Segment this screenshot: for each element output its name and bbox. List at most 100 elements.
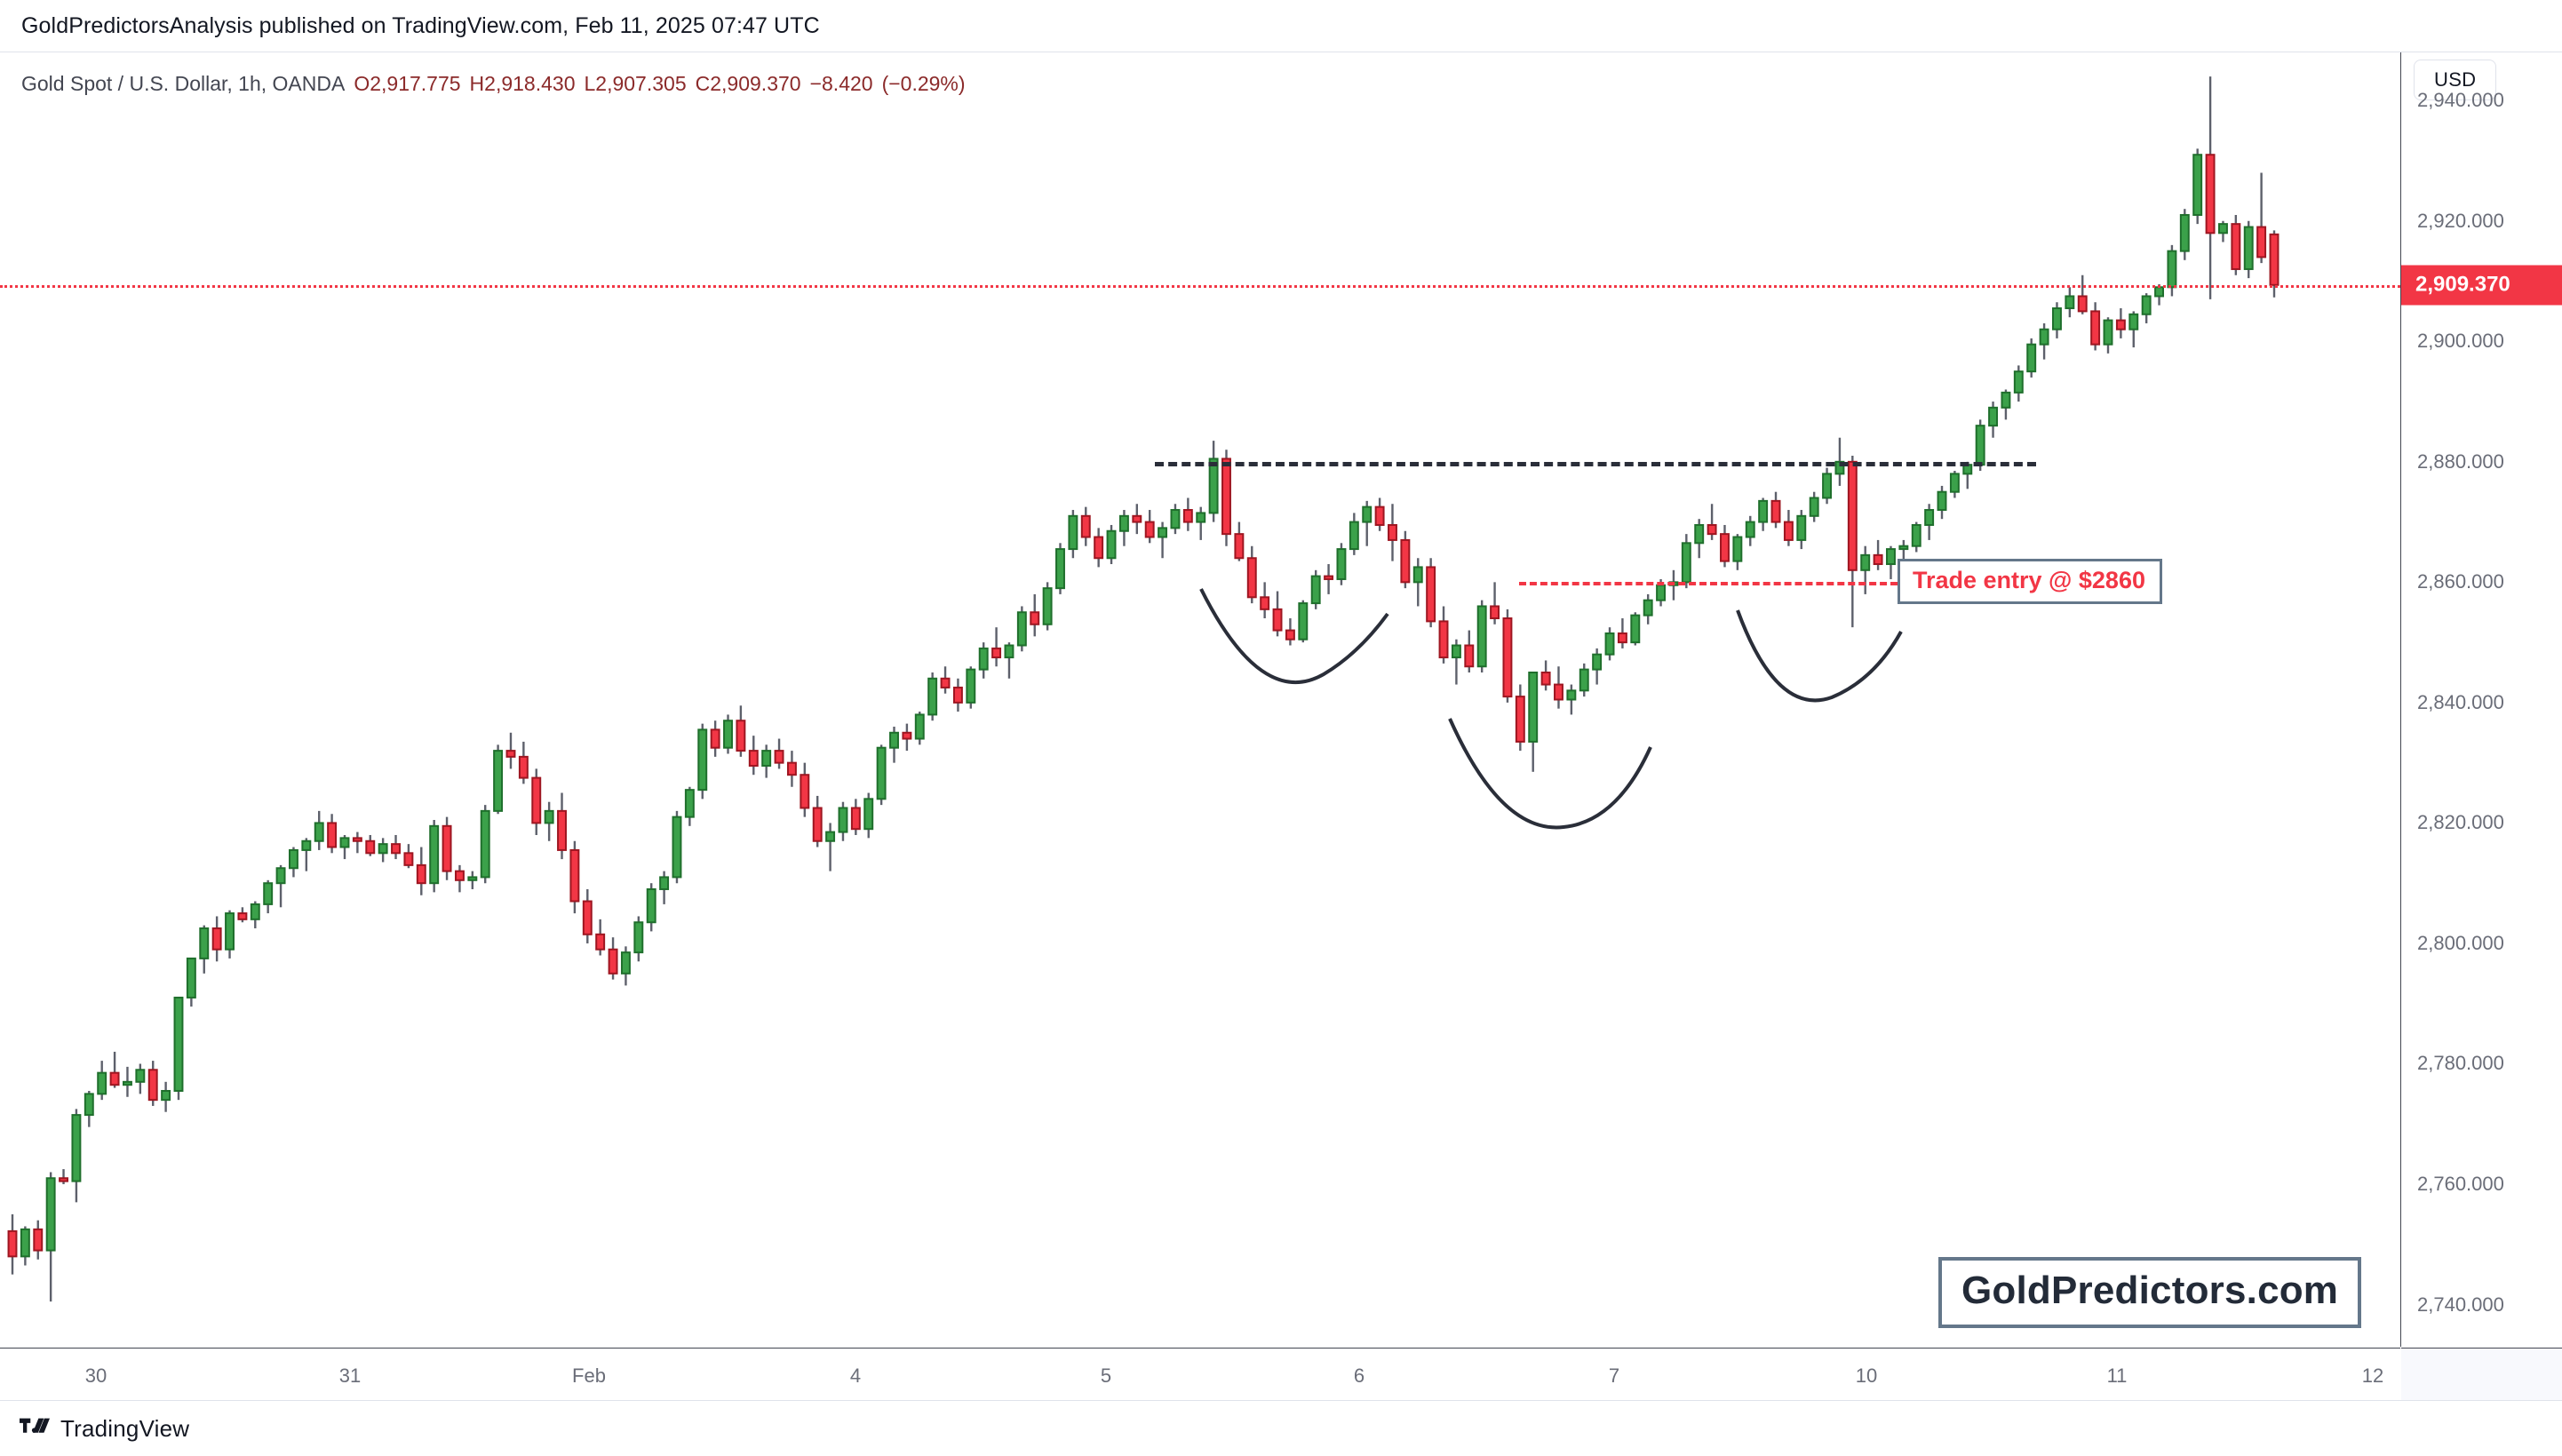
legend-close: C2,909.370 <box>695 72 801 95</box>
candle-body-up <box>1158 527 1168 538</box>
candle-body-up <box>1016 611 1027 647</box>
price-tick: 2,800.000 <box>2417 931 2504 954</box>
candle-body-down <box>1540 672 1551 686</box>
candle-body-down <box>1132 514 1142 523</box>
candle-body-down <box>518 755 529 779</box>
candle-body-down <box>991 647 1002 659</box>
candle-body-down <box>1182 509 1193 523</box>
candle-body-up <box>1949 473 1960 493</box>
candle-body-up <box>1643 599 1653 617</box>
candle-body-up <box>1630 614 1641 644</box>
candle-body-up <box>2243 226 2254 270</box>
candle-body-up <box>378 843 388 855</box>
candle-body-up <box>1310 575 1321 605</box>
candle-body-up <box>672 816 682 879</box>
candle-body-up <box>288 848 298 870</box>
candle-body-down <box>595 933 606 951</box>
candle-body-up <box>1208 457 1219 514</box>
candle-body-up <box>1579 668 1589 692</box>
candle-body-up <box>339 837 350 848</box>
candle-body-down <box>1490 605 1500 620</box>
candle-body-down <box>505 750 516 758</box>
head-arc <box>1448 718 1652 830</box>
candle-body-down <box>1515 696 1525 743</box>
publish-header-text: GoldPredictorsAnalysis published on Trad… <box>21 12 820 38</box>
candle-body-up <box>161 1089 171 1102</box>
candle-body-up <box>1451 644 1461 659</box>
x-tick: 4 <box>849 1365 862 1387</box>
candle-body-up <box>1170 509 1181 529</box>
x-tick: 30 <box>84 1365 107 1387</box>
candle-body-up <box>1988 406 1999 427</box>
price-tick: 2,820.000 <box>2417 811 2504 834</box>
candle-body-down <box>748 750 759 768</box>
time-axis[interactable]: 30 31 Feb 4 5 6 7 10 11 12 <box>0 1348 2400 1402</box>
candle-body-down <box>1260 596 1270 610</box>
chart-frame: Trade entry @ $2860 GoldPredictors.com 3… <box>0 52 2562 1402</box>
candle-body-down <box>327 822 338 848</box>
candle-body-down <box>2231 223 2241 270</box>
candle-body-down <box>952 686 963 704</box>
candle-body-up <box>250 903 260 920</box>
candle-body-up <box>1732 536 1743 562</box>
price-tick: 2,860.000 <box>2417 570 2504 593</box>
last-price-badge: 2,909.370 <box>2401 265 2562 306</box>
candle-body-up <box>1860 553 1871 571</box>
candle-body-up <box>633 921 644 954</box>
footer-bar: TradingView <box>0 1400 2562 1456</box>
currency-badge[interactable]: USD <box>2414 60 2497 100</box>
price-axis-footer <box>2401 1348 2562 1402</box>
candle-body-up <box>2179 213 2190 252</box>
candle-body-up <box>825 831 836 842</box>
x-tick: 10 <box>1855 1365 1878 1387</box>
trade-entry-line <box>1519 582 1898 586</box>
x-tick: 7 <box>1608 1365 1620 1387</box>
candle-body-down <box>454 870 465 881</box>
candle-body-up <box>1911 523 1922 547</box>
candle-body-down <box>1144 521 1155 538</box>
candle-body-up <box>1042 587 1053 625</box>
x-tick: Feb <box>572 1365 606 1387</box>
candle-body-down <box>850 807 861 831</box>
candle-body-down <box>1400 538 1411 584</box>
candle-body-up <box>1004 644 1014 659</box>
left-shoulder-arc <box>1199 588 1389 684</box>
publish-header: GoldPredictorsAnalysis published on Trad… <box>0 0 2562 52</box>
candle-body-up <box>84 1093 94 1117</box>
candle-body-up <box>1592 653 1603 671</box>
candle-body-up <box>135 1069 146 1083</box>
candle-body-up <box>429 824 440 885</box>
candle-body-down <box>2205 154 2216 235</box>
x-tick: 6 <box>1353 1365 1365 1387</box>
candle-body-down <box>531 776 542 824</box>
candle-body-up <box>1566 689 1577 701</box>
price-tick: 2,780.000 <box>2417 1052 2504 1075</box>
chart-legend[interactable]: Gold Spot / U.S. Dollar, 1h, OANDA O2,917… <box>21 72 966 95</box>
candle-body-up <box>301 839 312 851</box>
candle-body-down <box>774 750 784 764</box>
price-tick: 2,920.000 <box>2417 209 2504 232</box>
candle-body-up <box>544 809 554 824</box>
tradingview-logo-text: TradingView <box>60 1414 190 1442</box>
candle-body-up <box>263 882 274 905</box>
candle-body-up <box>1898 545 1909 551</box>
candle-body-up <box>20 1228 30 1258</box>
candle-body-down <box>1502 617 1513 698</box>
candle-body-up <box>2065 295 2075 310</box>
candle-body-up <box>173 996 184 1092</box>
candle-body-up <box>1694 523 1705 545</box>
price-axis[interactable]: USD 2,940.000 2,920.000 2,900.000 2,880.000… <box>2401 52 2562 1347</box>
candle-body-down <box>1285 629 1295 640</box>
candle-body-up <box>2128 313 2139 330</box>
candle-body-down <box>1783 521 1794 541</box>
tradingview-logo[interactable]: TradingView <box>0 1415 189 1443</box>
legend-high: H2,918.430 <box>469 72 576 95</box>
candle-body-up <box>620 951 631 975</box>
candle-body-down <box>2115 319 2126 330</box>
candle-body-down <box>800 774 810 809</box>
candle-body-up <box>2103 319 2113 346</box>
plot-area[interactable]: Trade entry @ $2860 GoldPredictors.com <box>0 52 2401 1347</box>
candle-body-up <box>1924 509 1935 526</box>
candle-body-up <box>1055 548 1065 590</box>
candle-body-down <box>1374 505 1385 526</box>
